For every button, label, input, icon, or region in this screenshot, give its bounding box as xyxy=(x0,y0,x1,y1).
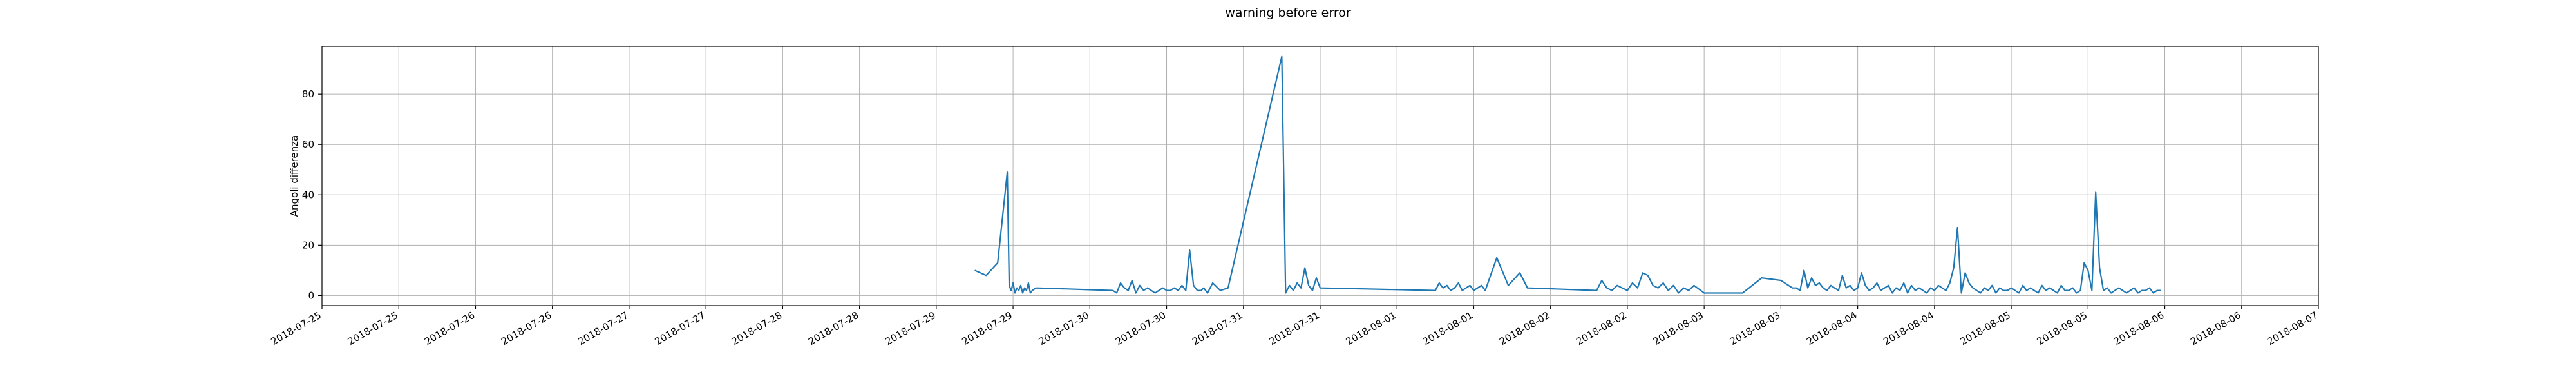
y-tick-label: 80 xyxy=(302,88,314,100)
x-tick-label: 2018-08-04 xyxy=(1881,309,1936,347)
x-tick-label: 2018-07-27 xyxy=(653,309,708,347)
chart-title: warning before error xyxy=(1225,6,1350,20)
x-tick-label: 2018-08-02 xyxy=(1574,309,1629,347)
x-tick-label: 2018-08-01 xyxy=(1344,309,1399,347)
x-tick-label: 2018-07-31 xyxy=(1190,309,1245,347)
x-tick-label: 2018-07-27 xyxy=(576,309,630,347)
x-tick-label: 2018-08-05 xyxy=(1958,309,2013,347)
y-axis-label: Angoli differenza xyxy=(289,135,300,217)
y-axis-ticks: 0 20 40 60 80 xyxy=(302,88,322,301)
x-tick-label: 2018-07-28 xyxy=(730,309,784,347)
x-tick-label: 2018-07-29 xyxy=(883,309,938,347)
x-tick-label: 2018-08-04 xyxy=(1804,309,1859,347)
x-tick-label: 2018-07-25 xyxy=(269,309,323,347)
x-tick-label: 2018-07-30 xyxy=(1113,309,1168,347)
x-tick-label: 2018-08-03 xyxy=(1728,309,1783,347)
series-line xyxy=(974,55,2161,294)
series-lines xyxy=(974,55,2161,294)
x-tick-label: 2018-07-30 xyxy=(1037,309,1092,347)
x-tick-label: 2018-08-07 xyxy=(2265,309,2320,347)
x-tick-label: 2018-07-26 xyxy=(422,309,477,347)
x-tick-label: 2018-07-31 xyxy=(1267,309,1321,347)
x-tick-label: 2018-08-06 xyxy=(2188,309,2243,347)
x-tick-label: 2018-08-01 xyxy=(1421,309,1475,347)
x-axis-ticks: 2018-07-25 2018-07-25 2018-07-26 2018-07-26… xyxy=(269,306,2320,347)
y-tick-label: 40 xyxy=(302,189,314,200)
x-tick-label: 2018-08-02 xyxy=(1497,309,1552,347)
y-tick-label: 60 xyxy=(302,139,314,150)
grid-lines xyxy=(321,46,2319,306)
y-tick-label: 20 xyxy=(302,239,314,251)
x-tick-label: 2018-07-26 xyxy=(499,309,554,347)
x-tick-label: 2018-08-05 xyxy=(2035,309,2090,347)
x-tick-label: 2018-08-03 xyxy=(1651,309,1706,347)
x-tick-label: 2018-07-25 xyxy=(346,309,401,347)
x-tick-label: 2018-07-28 xyxy=(806,309,861,347)
x-tick-label: 2018-07-29 xyxy=(960,309,1015,347)
y-tick-label: 0 xyxy=(308,289,314,301)
x-tick-label: 2018-08-06 xyxy=(2112,309,2166,347)
